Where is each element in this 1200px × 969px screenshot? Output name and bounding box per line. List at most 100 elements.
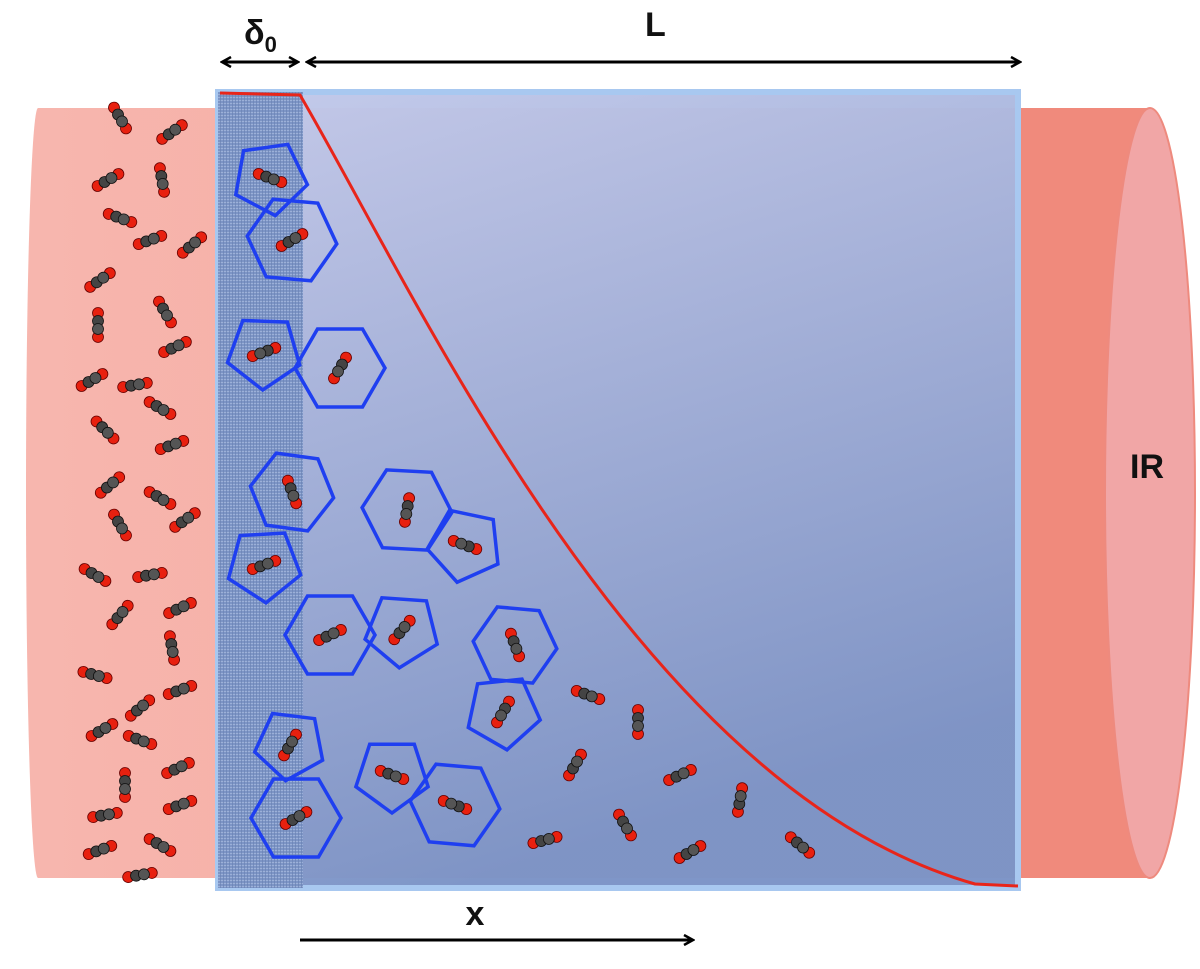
carbon-atom <box>161 309 173 322</box>
carbon-atom <box>169 437 182 450</box>
carbon-atom <box>189 236 201 249</box>
co2-molecule <box>82 839 118 861</box>
carbon-atom <box>175 760 188 773</box>
axis-label: x <box>466 895 485 933</box>
carbon-atom <box>289 232 302 244</box>
carbon-atom <box>734 790 747 802</box>
carbon-atom <box>156 178 169 190</box>
carbon-atom <box>92 323 104 335</box>
carbon-atom <box>107 476 119 489</box>
co2-molecule <box>504 627 526 663</box>
carbon-atom <box>172 339 185 352</box>
carbon-atom <box>117 213 130 226</box>
carbon-atom <box>585 690 598 703</box>
carbon-atom <box>103 808 115 821</box>
carbon-atom <box>166 646 179 658</box>
carbon-atom <box>542 833 555 845</box>
co2-molecule <box>162 794 198 816</box>
co2-molecule <box>632 704 644 740</box>
co2-molecule <box>92 307 104 343</box>
carbon-atom <box>101 426 114 439</box>
co2-molecule <box>673 840 707 864</box>
co2-molecule <box>162 679 198 701</box>
carbon-atom <box>177 797 190 810</box>
pore <box>408 762 502 848</box>
co2-molecule <box>156 119 188 145</box>
pore <box>248 777 344 859</box>
carbon-atom <box>293 810 306 822</box>
carbon-atom <box>182 511 195 524</box>
cylinder-left-end <box>26 108 50 878</box>
pore <box>226 531 303 606</box>
co2-molecule <box>143 486 177 510</box>
co2-molecule <box>275 228 309 252</box>
carbon-atom <box>571 755 583 768</box>
pore <box>282 594 378 676</box>
molecules <box>75 101 816 883</box>
carbon-atom <box>169 123 182 136</box>
pore <box>466 677 543 752</box>
co2-molecule <box>161 757 195 779</box>
carbon-atom <box>147 232 160 245</box>
co2-molecule <box>122 867 158 883</box>
co2-molecule <box>388 614 416 646</box>
co2-molecule <box>437 794 473 816</box>
co2-molecule <box>176 231 208 259</box>
membrane-region <box>218 92 1018 888</box>
co2-molecule <box>90 415 120 445</box>
co2-molecule <box>570 684 606 706</box>
pore <box>362 595 440 671</box>
co2-molecule <box>663 764 697 786</box>
carbon-atom <box>137 735 150 748</box>
co2-molecule <box>313 624 347 646</box>
co2-molecule <box>278 728 302 762</box>
co2-molecule <box>84 267 116 293</box>
carbon-atom <box>116 522 128 535</box>
carbon-atom <box>495 709 507 722</box>
co2-molecule <box>77 665 113 685</box>
carbon-atom <box>137 699 149 712</box>
carbon-atom <box>157 494 170 506</box>
carbon-atom <box>92 571 105 583</box>
co2-molecule <box>102 207 138 229</box>
carbon-atom <box>632 720 644 732</box>
co2-molecule <box>143 833 177 857</box>
co2-molecule <box>164 630 180 666</box>
delta-label: δ0 <box>244 14 277 57</box>
co2-molecule <box>491 695 515 729</box>
co2-molecule <box>163 597 197 619</box>
co2-molecule <box>154 162 170 198</box>
pore <box>353 742 431 816</box>
carbon-atom <box>116 606 129 618</box>
carbon-atom <box>510 642 523 655</box>
co2-molecule <box>154 434 190 456</box>
co2-molecule <box>281 474 303 510</box>
carbon-atom <box>797 841 809 854</box>
pore <box>225 318 302 393</box>
carbon-atom <box>177 600 190 613</box>
co2-molecule <box>613 808 637 842</box>
co2-molecule <box>732 782 748 818</box>
carbon-atom <box>89 372 102 384</box>
carbon-atom <box>254 347 267 360</box>
co2-molecule <box>153 295 177 329</box>
pores <box>225 142 559 859</box>
co2-molecule <box>94 471 126 499</box>
concentration-profile <box>219 91 1019 888</box>
carbon-atom <box>177 682 190 695</box>
carbon-atom <box>287 489 300 502</box>
co2-molecule <box>527 830 563 850</box>
carbon-atom <box>97 271 110 284</box>
carbon-atom <box>99 722 112 734</box>
carbon-atom <box>138 868 150 881</box>
carbon-atom <box>119 783 131 795</box>
carbon-atom <box>389 770 402 783</box>
co2-molecule <box>143 396 177 420</box>
co2-molecule <box>91 168 125 192</box>
co2-molecule <box>399 492 415 528</box>
carbon-atom <box>677 767 690 780</box>
co2-molecule <box>87 807 123 823</box>
co2-molecule <box>132 567 168 583</box>
carbon-atom <box>148 568 160 581</box>
co2-molecule <box>246 554 282 576</box>
